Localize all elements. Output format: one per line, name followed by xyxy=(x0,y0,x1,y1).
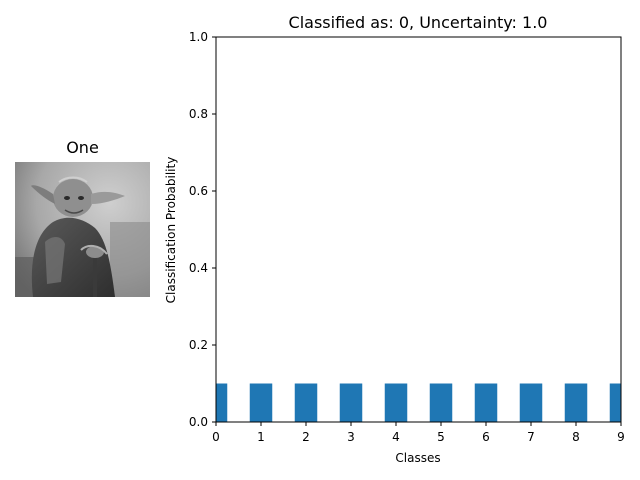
x-tick-label: 9 xyxy=(617,430,625,444)
x-tick-label: 5 xyxy=(437,430,445,444)
y-tick-label: 1.0 xyxy=(189,30,208,44)
x-tick-label: 7 xyxy=(527,430,535,444)
bar-class-6 xyxy=(474,383,498,422)
x-tick-label: 4 xyxy=(392,430,400,444)
x-tick-label: 2 xyxy=(302,430,310,444)
y-axis-label: Classification Probability xyxy=(164,157,178,304)
bar-class-9 xyxy=(609,383,621,422)
bars-group xyxy=(216,383,621,422)
plot-frame xyxy=(215,36,622,423)
y-tick-label: 0.6 xyxy=(189,184,208,198)
y-tick-label: 0.2 xyxy=(189,338,208,352)
x-tick-label: 8 xyxy=(572,430,580,444)
bar-class-4 xyxy=(384,383,408,422)
y-ticks: 0.0 0.2 0.4 0.6 0.8 1.0 xyxy=(189,30,216,429)
x-ticks: 0 1 2 3 4 5 6 7 8 9 xyxy=(212,422,625,444)
image-title: One xyxy=(66,138,99,157)
axes-frame xyxy=(215,36,622,423)
bar-class-5 xyxy=(429,383,453,422)
x-axis-label: Classes xyxy=(395,451,440,465)
bar-class-2 xyxy=(294,383,318,422)
y-tick-label: 0.0 xyxy=(189,415,208,429)
bar-class-7 xyxy=(519,383,543,422)
y-tick-label: 0.4 xyxy=(189,261,208,275)
yoda-image xyxy=(15,162,150,297)
bar-class-1 xyxy=(249,383,273,422)
bar-class-0 xyxy=(216,383,228,422)
bar-class-8 xyxy=(564,383,588,422)
x-tick-label: 0 xyxy=(212,430,220,444)
x-tick-label: 1 xyxy=(257,430,265,444)
x-tick-label: 3 xyxy=(347,430,355,444)
y-tick-label: 0.8 xyxy=(189,107,208,121)
chart-title: Classified as: 0, Uncertainty: 1.0 xyxy=(289,13,548,32)
bar-class-3 xyxy=(339,383,363,422)
x-tick-label: 6 xyxy=(482,430,490,444)
